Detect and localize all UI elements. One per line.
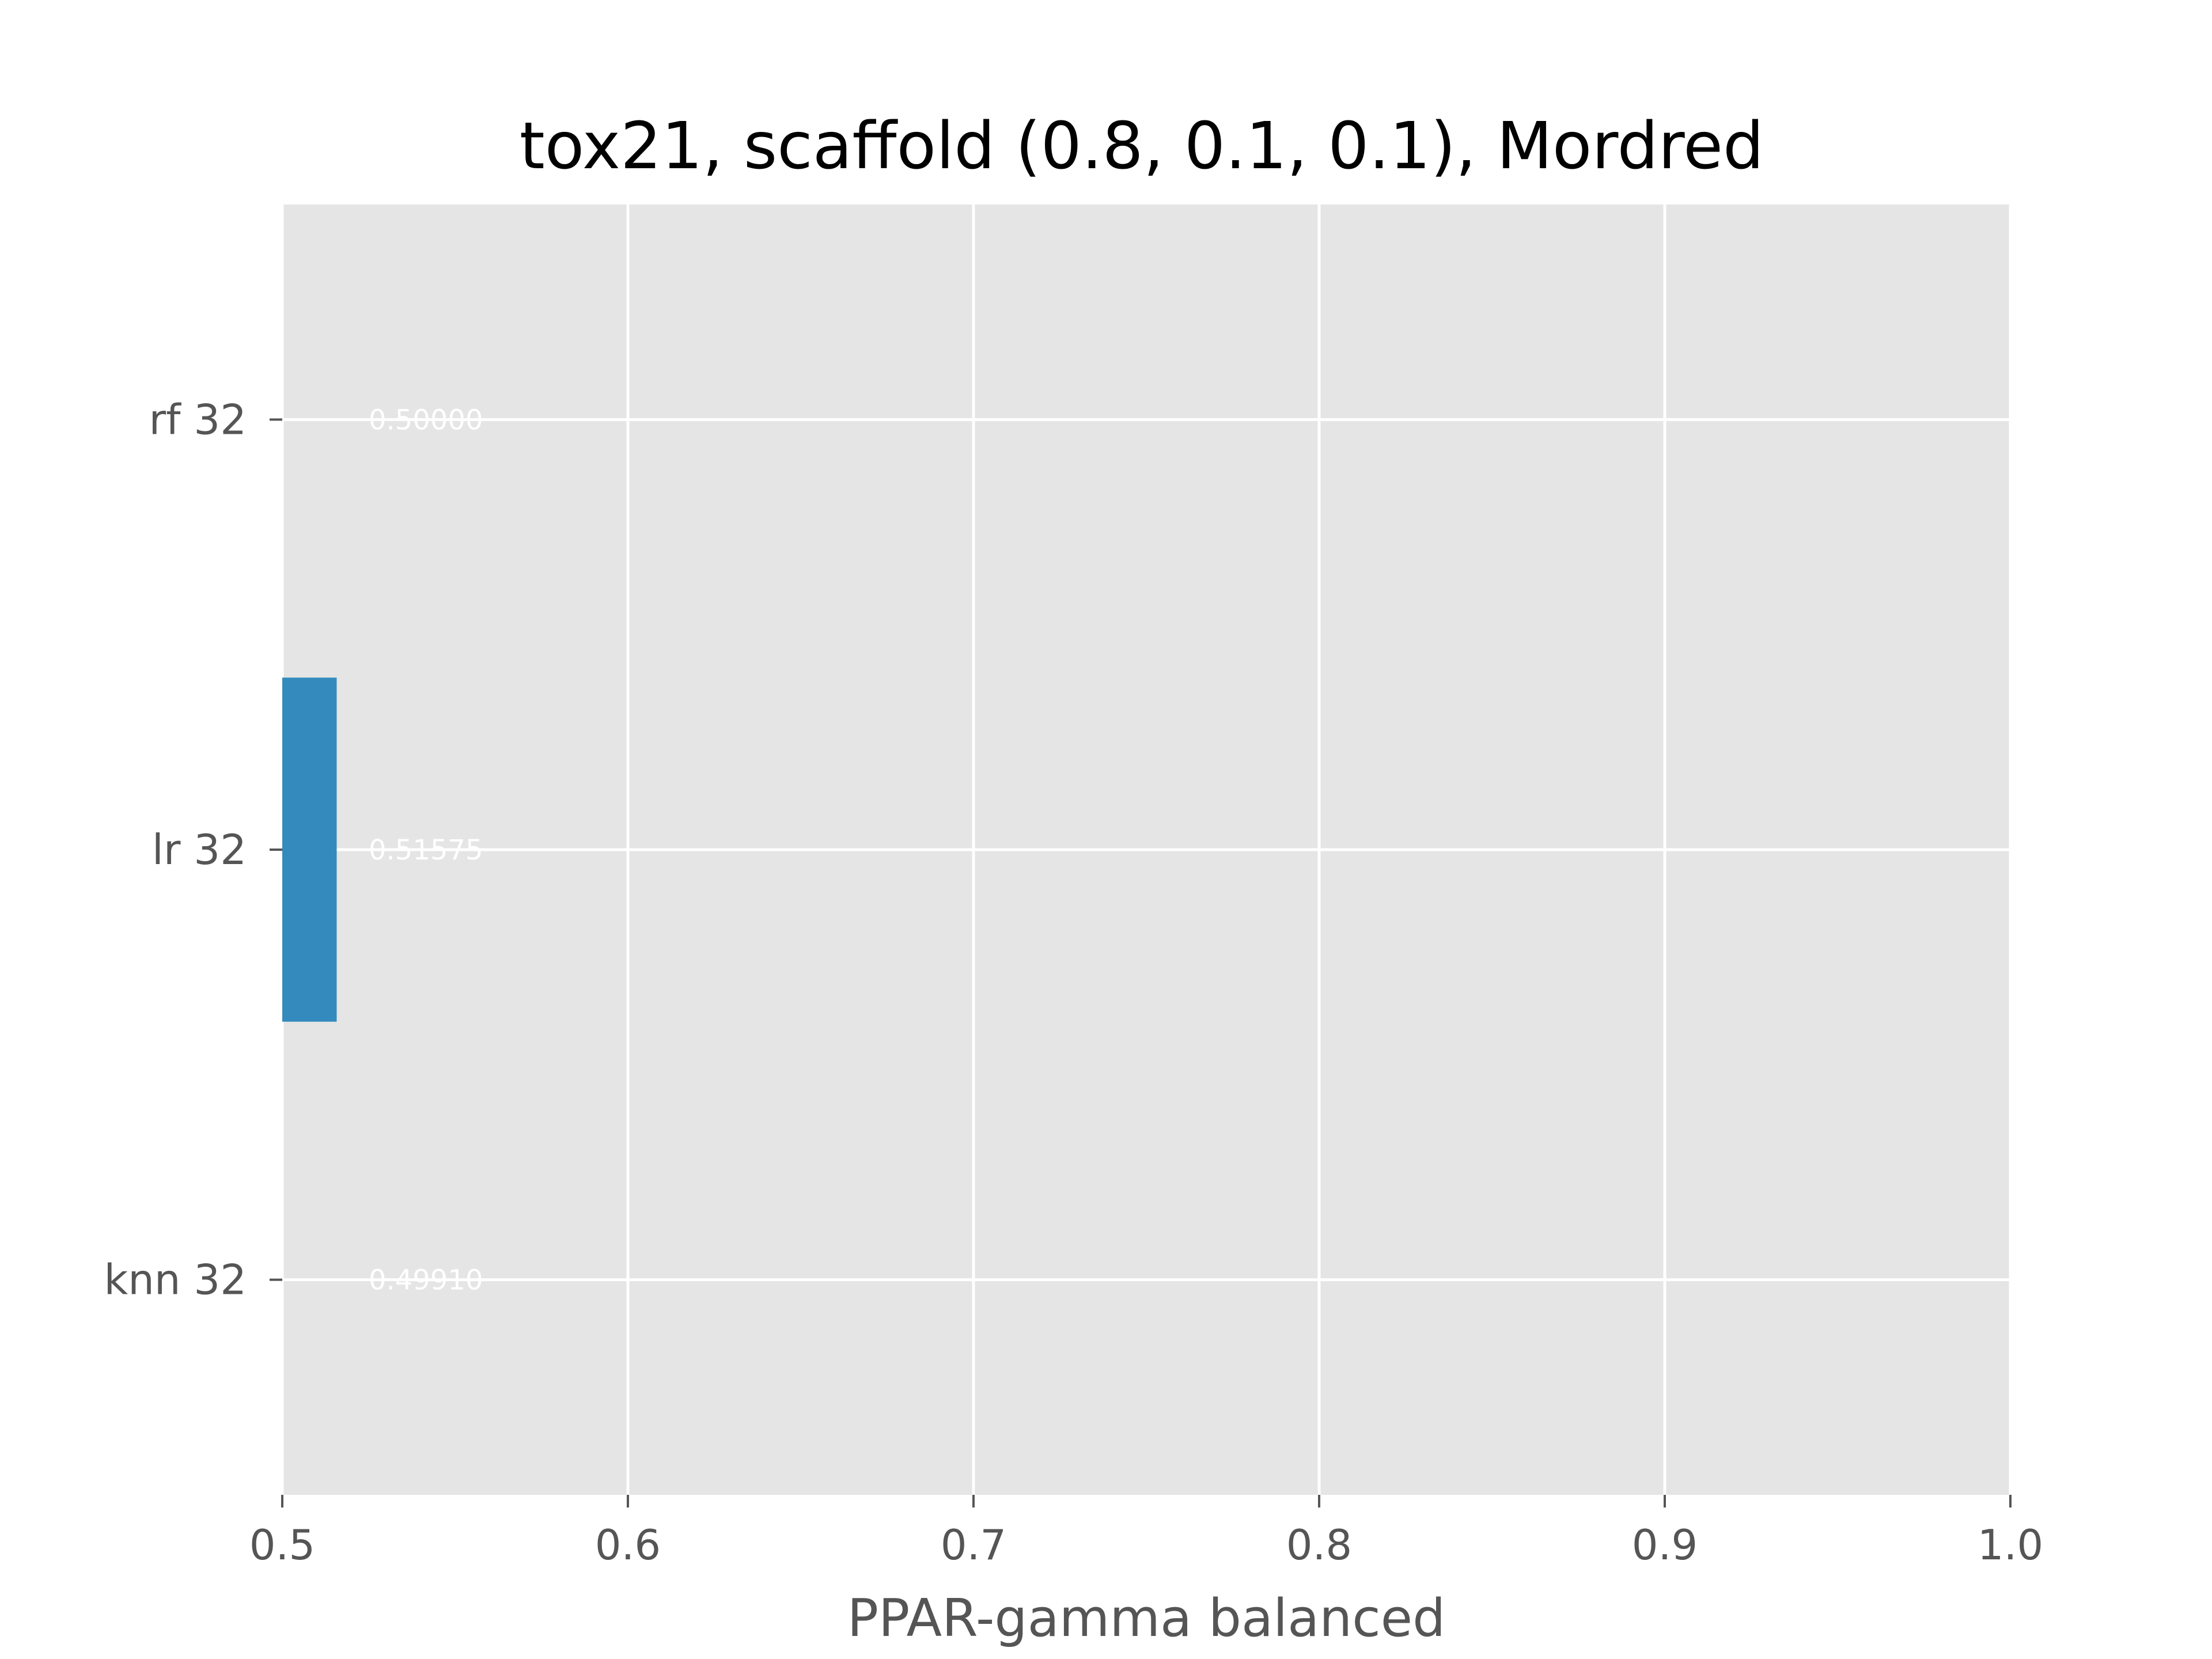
x-tick-label: 0.7: [941, 1521, 1007, 1569]
y-tick-label: lr 32: [152, 825, 247, 874]
x-tick-label: 0.6: [595, 1521, 661, 1569]
x-tick-label: 1.0: [1978, 1521, 2044, 1569]
y-tick-label: knn 32: [104, 1256, 247, 1304]
bar-value-label: 0.49910: [369, 1264, 483, 1297]
bars: [282, 677, 337, 1022]
x-axis-ticks: 0.5 0.6 0.7 0.8 0.9 1.0: [249, 1495, 2044, 1569]
y-tick-label: rf 32: [149, 395, 247, 444]
x-tick-label: 0.8: [1286, 1521, 1353, 1569]
x-tick-label: 0.5: [249, 1521, 316, 1569]
data-labels: 0.50000 0.51575 0.49910: [369, 404, 483, 1296]
chart-title: tox21, scaffold (0.8, 0.1, 0.1), Mordred: [520, 109, 1764, 184]
bar-value-label: 0.51575: [369, 834, 483, 866]
x-tick-label: 0.9: [1632, 1521, 1698, 1569]
y-axis-ticks: rf 32 lr 32 knn 32: [104, 395, 282, 1304]
bar-lr-32: [282, 677, 337, 1022]
x-axis-label: PPAR-gamma balanced: [847, 1588, 1446, 1649]
bar-value-label: 0.50000: [369, 404, 483, 436]
